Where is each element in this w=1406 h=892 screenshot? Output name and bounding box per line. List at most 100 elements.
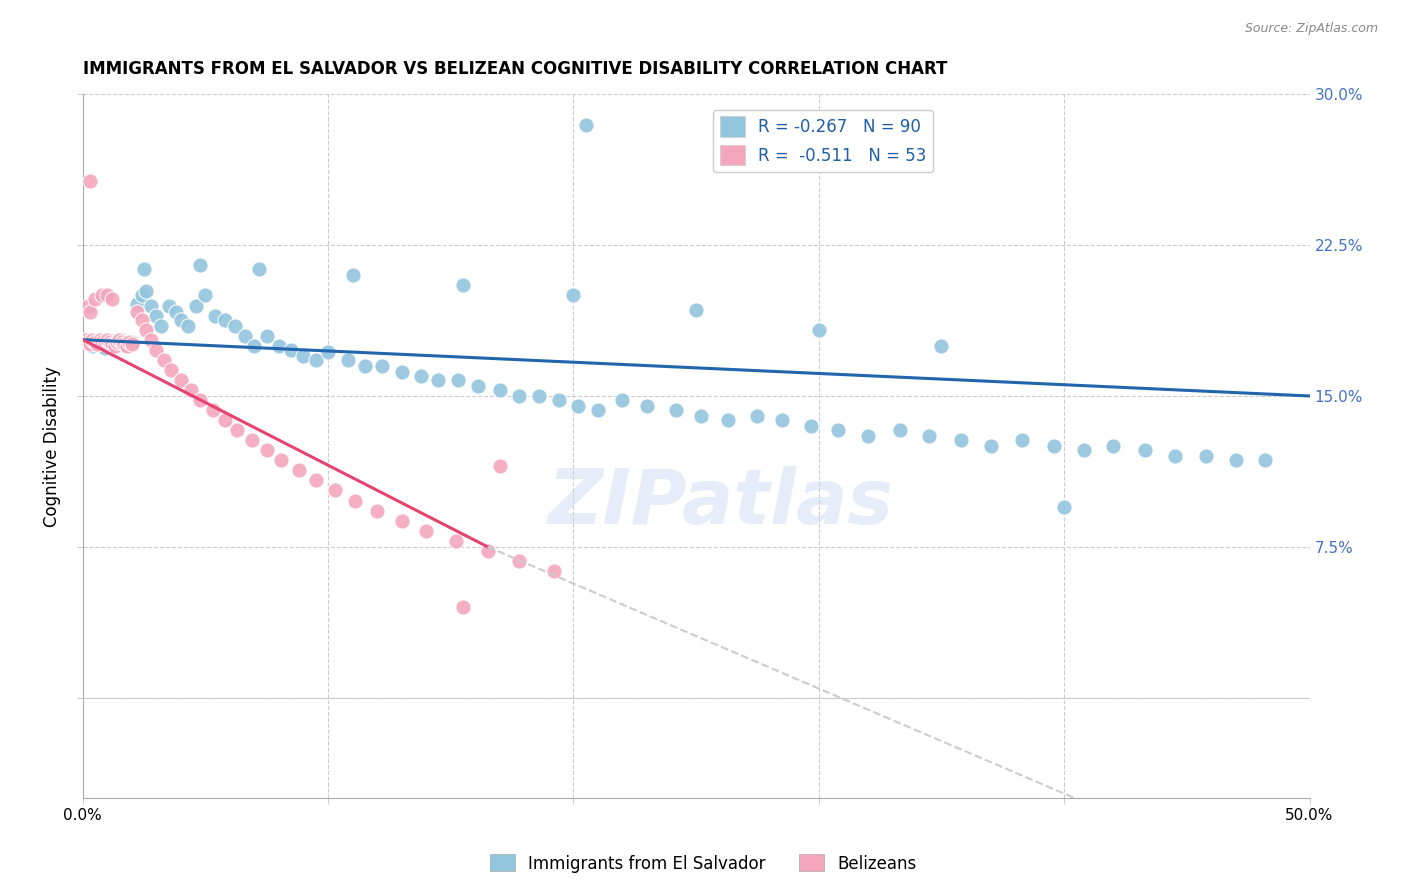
Point <box>267 339 290 353</box>
Point <box>980 439 1002 453</box>
Point <box>121 334 143 349</box>
Point <box>112 336 135 351</box>
Point <box>214 413 236 427</box>
Point <box>488 459 510 474</box>
Point <box>1195 450 1218 464</box>
Point <box>89 333 111 347</box>
Point <box>287 463 309 477</box>
Point <box>103 339 125 353</box>
Point <box>145 343 167 357</box>
Point <box>112 334 135 349</box>
Point <box>270 453 292 467</box>
Point <box>125 304 148 318</box>
Point <box>105 334 128 349</box>
Point <box>612 392 634 407</box>
Point <box>190 392 212 407</box>
Point <box>827 423 849 437</box>
Point <box>366 503 388 517</box>
Point <box>562 288 585 302</box>
Point <box>543 564 565 578</box>
Point <box>135 285 157 299</box>
Point <box>292 349 315 363</box>
Point <box>807 323 830 337</box>
Point <box>353 359 375 373</box>
Point <box>447 373 470 387</box>
Point <box>371 359 394 373</box>
Point <box>111 334 134 349</box>
Point <box>194 288 217 302</box>
Point <box>93 336 115 351</box>
Point <box>411 368 433 383</box>
Point <box>150 318 173 333</box>
Point <box>135 323 157 337</box>
Point <box>160 363 183 377</box>
Point <box>177 318 200 333</box>
Point <box>508 554 530 568</box>
Point <box>1073 443 1095 458</box>
Text: IMMIGRANTS FROM EL SALVADOR VS BELIZEAN COGNITIVE DISABILITY CORRELATION CHART: IMMIGRANTS FROM EL SALVADOR VS BELIZEAN … <box>83 60 948 78</box>
Point <box>256 328 278 343</box>
Point <box>118 334 141 349</box>
Point <box>115 336 138 351</box>
Point <box>415 524 437 538</box>
Point <box>214 312 236 326</box>
Point <box>105 334 128 349</box>
Point <box>204 309 226 323</box>
Point <box>82 339 104 353</box>
Point <box>75 333 97 347</box>
Point <box>256 443 278 458</box>
Point <box>547 392 569 407</box>
Point <box>1133 443 1156 458</box>
Point <box>79 336 101 351</box>
Point <box>201 403 224 417</box>
Point <box>343 493 366 508</box>
Point <box>488 383 510 397</box>
Point <box>170 312 193 326</box>
Point <box>636 399 658 413</box>
Point <box>76 334 98 349</box>
Point <box>79 336 101 351</box>
Point <box>467 379 489 393</box>
Point <box>98 333 121 347</box>
Point <box>141 333 163 347</box>
Point <box>508 389 530 403</box>
Point <box>86 336 108 351</box>
Point <box>125 296 148 310</box>
Point <box>84 334 107 349</box>
Point <box>1053 500 1076 514</box>
Point <box>93 341 115 355</box>
Point <box>336 352 359 367</box>
Point <box>157 299 180 313</box>
Point <box>226 423 249 437</box>
Point <box>108 336 131 351</box>
Point <box>1011 434 1033 448</box>
Legend: Immigrants from El Salvador, Belizeans: Immigrants from El Salvador, Belizeans <box>482 847 924 880</box>
Point <box>1043 439 1066 453</box>
Point <box>1102 439 1125 453</box>
Point <box>190 258 212 272</box>
Point <box>224 318 246 333</box>
Point <box>342 268 364 283</box>
Point <box>108 333 131 347</box>
Point <box>1225 453 1247 467</box>
Point <box>96 288 118 302</box>
Point <box>451 278 474 293</box>
Point <box>305 474 328 488</box>
Point <box>145 309 167 323</box>
Point <box>184 299 207 313</box>
Point <box>96 334 118 349</box>
Point <box>115 339 138 353</box>
Point <box>586 403 609 417</box>
Point <box>152 352 174 367</box>
Point <box>233 328 256 343</box>
Point <box>91 339 114 353</box>
Point <box>111 333 134 347</box>
Point <box>247 262 270 277</box>
Y-axis label: Cognitive Disability: Cognitive Disability <box>44 366 60 526</box>
Point <box>889 423 911 437</box>
Point <box>575 118 598 132</box>
Point <box>101 336 124 351</box>
Point <box>132 262 155 277</box>
Point <box>325 483 347 498</box>
Point <box>82 333 104 347</box>
